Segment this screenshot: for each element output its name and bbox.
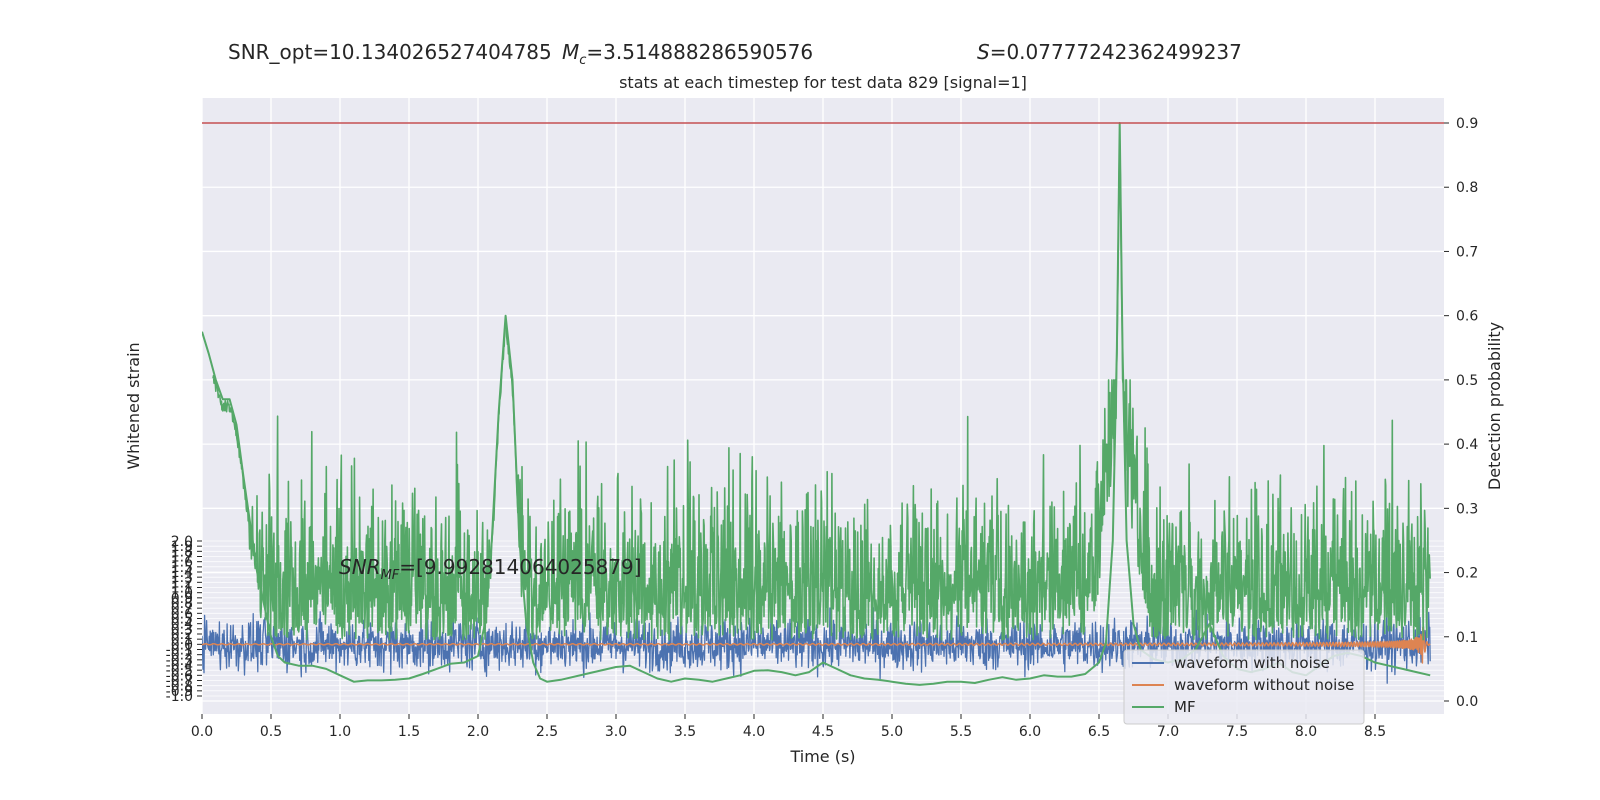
figure-header: SNR_opt=10.134026527404785 Mc=3.51488828… xyxy=(228,40,1242,68)
snr-mf-annotation: SNRMF=[9.992814064025879] xyxy=(339,555,642,583)
x-tick-label-11: 5.5 xyxy=(950,724,972,740)
s-value-label: S=0.07777242362499237 xyxy=(977,40,1242,64)
x-tick-label-2: 1.0 xyxy=(329,724,351,740)
right-tick-label-4: 0.4 xyxy=(1456,437,1478,453)
left-tick-label-16: 0.6 xyxy=(171,606,193,622)
left-tick-label-24: 1.4 xyxy=(171,565,193,581)
x-tick-label-16: 8.0 xyxy=(1295,724,1317,740)
left-tick-label-14: 0.4 xyxy=(171,617,193,633)
x-tick-label-7: 3.5 xyxy=(674,724,696,740)
x-tick-label-5: 2.5 xyxy=(536,724,558,740)
legend: waveform with noise waveform without noi… xyxy=(1123,649,1365,725)
x-tick-label-8: 4.0 xyxy=(743,724,765,740)
left-axis-ticks: -1.0-0.9-0.8-0.7-0.6-0.5-0.4-0.3-0.2-0.1… xyxy=(166,534,202,705)
x-tick-label-6: 3.0 xyxy=(605,724,627,740)
left-tick-label-13: 0.3 xyxy=(171,622,193,638)
left-tick-label-18: 0.8 xyxy=(171,596,193,612)
left-tick-label-15: 0.5 xyxy=(171,612,193,628)
left-tick-label-4: -0.6 xyxy=(166,668,193,684)
left-tick-label-17: 0.7 xyxy=(171,601,193,617)
left-tick-label-1: -0.9 xyxy=(166,684,193,700)
left-tick-label-30: 2.0 xyxy=(171,534,193,550)
left-axis-label: Whitened strain xyxy=(124,342,143,469)
right-tick-label-8: 0.8 xyxy=(1456,180,1478,196)
series-waveform-without-noise xyxy=(202,626,1431,664)
x-tick-label-0: 0.0 xyxy=(191,724,213,740)
left-tick-label-3: -0.7 xyxy=(166,674,193,690)
x-tick-label-14: 7.0 xyxy=(1157,724,1179,740)
left-tick-label-20: 1.0 xyxy=(171,586,193,602)
left-tick-label-22: 1.2 xyxy=(171,575,193,591)
right-axis-label: Detection probability xyxy=(1485,322,1504,490)
x-tick-label-3: 1.5 xyxy=(398,724,420,740)
left-tick-label-27: 1.7 xyxy=(171,550,193,566)
right-axis-ticks: 0.0 0.1 0.2 0.3 0.4 0.5 0.6 0.7 0.8 0.9 xyxy=(1444,116,1478,710)
snr-opt-label: SNR_opt=10.134026527404785 xyxy=(228,40,552,64)
left-tick-label-26: 1.6 xyxy=(171,555,193,571)
left-tick-label-23: 1.3 xyxy=(171,570,193,586)
legend-label-mf: MF xyxy=(1174,698,1196,716)
legend-label-clean: waveform without noise xyxy=(1174,676,1354,694)
left-tick-label-29: 1.9 xyxy=(171,539,193,555)
left-tick-label-21: 1.1 xyxy=(171,581,193,597)
left-tick-label-19: 0.9 xyxy=(171,591,193,607)
x-tick-label-9: 4.5 xyxy=(812,724,834,740)
legend-box xyxy=(1123,649,1365,725)
left-tick-label-11: 0.1 xyxy=(171,632,193,648)
x-tick-label-4: 2.0 xyxy=(467,724,489,740)
legend-label-noise: waveform with noise xyxy=(1174,654,1330,672)
series-mf xyxy=(202,122,1431,686)
x-axis-label: Time (s) xyxy=(789,747,855,766)
series-mf-detail xyxy=(212,143,1431,641)
left-tick-label-12: 0.2 xyxy=(171,627,193,643)
right-tick-label-6: 0.6 xyxy=(1456,309,1478,325)
right-tick-label-7: 0.7 xyxy=(1456,244,1478,260)
left-tick-label-0: -1.0 xyxy=(166,689,193,705)
left-tick-label-7: -0.3 xyxy=(166,653,193,669)
left-tick-label-2: -0.8 xyxy=(166,679,193,695)
left-tick-label-10: 0.0 xyxy=(171,637,193,653)
x-tick-label-15: 7.5 xyxy=(1226,724,1248,740)
right-tick-label-3: 0.3 xyxy=(1456,501,1478,517)
left-tick-label-28: 1.8 xyxy=(171,544,193,560)
right-tick-label-1: 0.1 xyxy=(1456,630,1478,646)
chart-title: stats at each timestep for test data 829… xyxy=(619,73,1027,92)
left-tick-label-25: 1.5 xyxy=(171,560,193,576)
right-tick-label-9: 0.9 xyxy=(1456,116,1478,132)
right-tick-label-0: 0.0 xyxy=(1456,694,1478,710)
left-tick-label-5: -0.5 xyxy=(166,663,193,679)
left-tick-label-6: -0.4 xyxy=(166,658,193,674)
x-tick-label-10: 5.0 xyxy=(881,724,903,740)
x-tick-label-1: 0.5 xyxy=(260,724,282,740)
x-tick-label-17: 8.5 xyxy=(1364,724,1386,740)
right-tick-label-2: 0.2 xyxy=(1456,566,1478,582)
right-tick-label-5: 0.5 xyxy=(1456,373,1478,389)
chirp-mass-label: Mc=3.514888286590576 xyxy=(562,40,813,68)
x-tick-label-13: 6.5 xyxy=(1088,724,1110,740)
left-tick-label-9: -0.1 xyxy=(166,643,193,659)
x-tick-label-12: 6.0 xyxy=(1019,724,1041,740)
left-tick-label-8: -0.2 xyxy=(166,648,193,664)
x-axis-ticks: 0.0 0.5 1.0 1.5 2.0 2.5 3.0 3.5 4.0 4.5 5.0 5.5 6.0 6… xyxy=(191,714,1386,740)
